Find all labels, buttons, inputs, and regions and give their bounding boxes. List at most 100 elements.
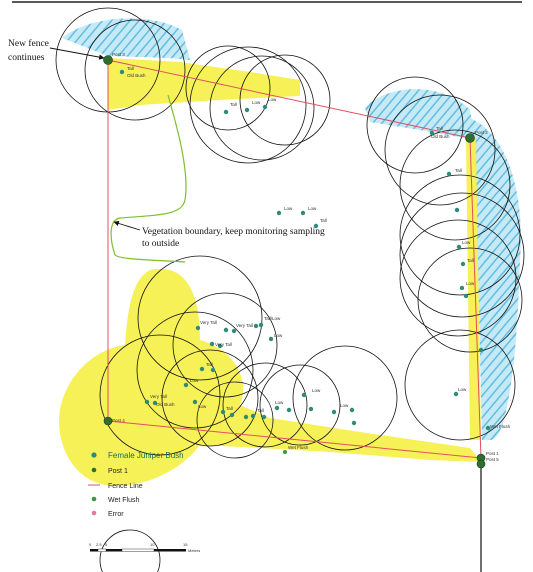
juniper-bush-marker (454, 207, 460, 213)
juniper-bush-marker (223, 327, 229, 333)
juniper-bush-marker (250, 413, 256, 419)
post-3-marker (103, 55, 113, 65)
bush-label: Very Tall (236, 323, 253, 328)
bush-label: Low (274, 333, 283, 338)
bush-label: Tall/Low (264, 316, 281, 321)
sample-circle (292, 345, 398, 451)
juniper-bush-marker (308, 406, 314, 412)
scale-tick-2-5: 2.5 (96, 542, 102, 547)
blue-zone-top-right (365, 89, 475, 140)
scale-tick-5: 5 (105, 542, 108, 547)
bush-label: Low (462, 240, 471, 245)
bush-label: Low (268, 97, 277, 102)
sample-circle (189, 46, 307, 164)
juniper-bush-marker (485, 425, 491, 431)
juniper-bush-marker (268, 336, 274, 342)
juniper-bush-marker (229, 412, 235, 418)
juniper-bush-marker (446, 171, 452, 177)
bush-label: Tall (206, 362, 213, 367)
scale-unit: Meters (188, 548, 200, 553)
bush-label: Low (466, 281, 475, 286)
bush-label: Tall (455, 168, 462, 173)
juniper-bush-marker (231, 328, 237, 334)
legend-error-label: Error (108, 511, 124, 518)
juniper-bush-marker (199, 366, 205, 372)
sample-circle (384, 94, 496, 206)
bush-label: Very Tall (215, 342, 232, 347)
sample-circle (196, 381, 274, 459)
vegetation-arrow (113, 220, 141, 231)
juniper-bush-marker (301, 392, 307, 398)
legend-juniper-symbol (91, 452, 97, 458)
bush-label: Low (458, 387, 467, 392)
bush-labels: Tall Old Bush Tall Low Low Tall Old Bush… (127, 66, 511, 450)
yellow-zone-right (466, 138, 481, 440)
bush-label: Old Bush (127, 73, 146, 78)
juniper-bush-marker (349, 407, 355, 413)
sample-circle (84, 19, 186, 121)
yellow-zone-bottom-left (59, 268, 481, 486)
sample-circle (417, 247, 523, 353)
juniper-bush-marker (429, 130, 435, 136)
bush-label: Old Bush (156, 402, 175, 407)
juniper-bush-marker (463, 293, 469, 299)
post-2-marker (465, 133, 475, 143)
juniper-bush-marker (223, 109, 229, 115)
scale-tick-10: 10 (150, 542, 155, 547)
new-fence-arrow (49, 47, 105, 60)
juniper-bush-marker (460, 261, 466, 267)
bush-label: Tall (127, 66, 134, 71)
juniper-bush-marker (183, 382, 189, 388)
sample-circle (161, 349, 259, 447)
legend-wetflush-symbol (91, 496, 97, 502)
sample-circle (399, 219, 517, 337)
bush-label: Tall (436, 126, 443, 131)
post-1-label: Post 1 (486, 451, 499, 456)
sample-circle (99, 529, 161, 572)
sample-circle (172, 292, 278, 398)
juniper-bush-marker (119, 69, 125, 75)
juniper-bush-marker (217, 343, 223, 349)
sample-circle (404, 329, 516, 441)
bush-label: Wet Flush (490, 424, 511, 429)
juniper-bush-marker (331, 409, 337, 415)
sample-circle (185, 45, 271, 131)
juniper-bush-marker (262, 104, 268, 110)
legend-fence-label: Fence Line (108, 483, 143, 490)
juniper-bush-marker (313, 223, 319, 229)
juniper-bush-marker (209, 341, 215, 347)
juniper-bush-marker (276, 210, 282, 216)
bush-label: Old Bush (431, 134, 450, 139)
sample-circle (209, 55, 315, 161)
bush-label: Tall (230, 102, 237, 107)
fence-posts (103, 55, 486, 469)
bush-label: Low (340, 403, 349, 408)
legend-error-symbol (91, 510, 97, 516)
bush-label: Tall (467, 258, 474, 263)
juniper-bush-marker (300, 210, 306, 216)
post-4-label: Post 4 (112, 418, 125, 423)
juniper-bush-marker (453, 391, 459, 397)
juniper-bush-marker (456, 244, 462, 250)
scale-tick-15: 15 (183, 542, 188, 547)
sample-circle (239, 54, 331, 146)
legend-wetflush-label: Wet Flush (108, 497, 139, 504)
blue-zone-top (62, 18, 190, 60)
post-3-label: Post 3 (112, 52, 125, 57)
juniper-bush-marker (351, 420, 357, 426)
yellow-zone-top (108, 58, 300, 110)
bush-label: Low (198, 404, 207, 409)
juniper-bush-marker (274, 405, 280, 411)
juniper-bush-marker (258, 322, 264, 328)
vegetation-note-line2: to outside (142, 239, 179, 249)
bush-label: Wet Flush (288, 445, 309, 450)
juniper-bush-marker (144, 399, 150, 405)
fence-line (107, 59, 482, 459)
scale-bar: 0 2.5 5 10 15 Meters (89, 542, 200, 553)
monitoring-circles (55, 7, 525, 572)
post-2-label: Post 2 (475, 130, 488, 135)
vegetation-note-line1: Vegetation boundary, keep monitoring sam… (142, 227, 325, 237)
juniper-bush-marker (243, 414, 249, 420)
juniper-bush-marker (195, 325, 201, 331)
